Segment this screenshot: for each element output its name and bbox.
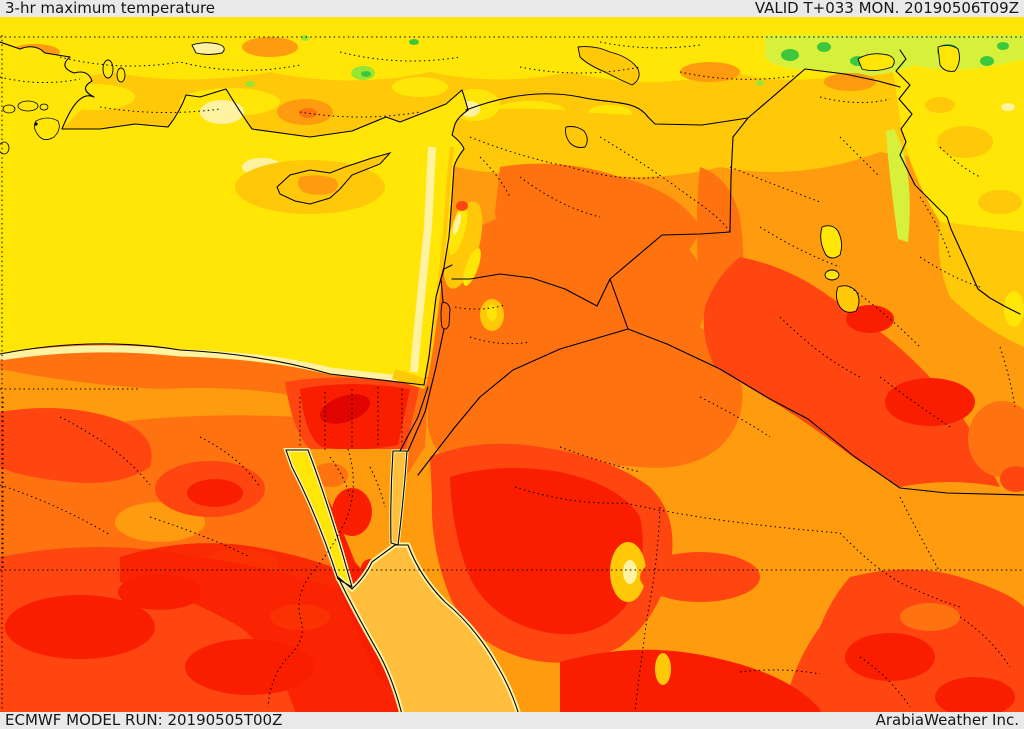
attribution-label: ArabiaWeather Inc. [875, 711, 1019, 729]
lake-habbaniyah [824, 269, 840, 281]
syria-jordan-border [451, 231, 731, 307]
temperature-map [0, 17, 1024, 712]
footer-bar: ECMWF MODEL RUN: 20190505T00Z ArabiaWeat… [0, 712, 1024, 729]
lake-tuz [191, 42, 225, 55]
model-run-label: ECMWF MODEL RUN: 20190505T00Z [5, 711, 283, 729]
valid-time-label: VALID T+033 MON. 20190506T09Z [754, 0, 1019, 17]
ataturk-reservoir [577, 46, 640, 86]
border-layer [0, 41, 1024, 712]
lake-van [857, 53, 895, 72]
lake-assad [565, 126, 588, 148]
lake-tharthar [820, 225, 843, 259]
red-sea-coastline [285, 449, 519, 712]
terrain-layer [0, 17, 1024, 712]
egypt-israel-border [399, 386, 429, 452]
jordan-river-araba-line [407, 264, 453, 452]
saudi-iraq-border [666, 343, 1024, 496]
admin-dotted-layer [0, 35, 1024, 712]
aegean-islands [0, 100, 60, 155]
header-bar: 3-hr maximum temperature VALID T+033 MON… [0, 0, 1024, 17]
turkey-syria-border [465, 68, 806, 126]
map-canvas [0, 17, 1024, 712]
turkey-iraq-iran-borders [804, 49, 1021, 315]
lake-urmia [937, 44, 960, 72]
syria-iraq-border [729, 117, 749, 233]
mediterranean-sea [0, 42, 468, 385]
nile-river-line [267, 448, 354, 708]
jordan-saudi-border [417, 328, 629, 476]
dead-sea [440, 302, 451, 330]
lakes-layer [102, 42, 960, 330]
map-title: 3-hr maximum temperature [5, 0, 216, 17]
mediterranean-coastline [0, 41, 469, 386]
